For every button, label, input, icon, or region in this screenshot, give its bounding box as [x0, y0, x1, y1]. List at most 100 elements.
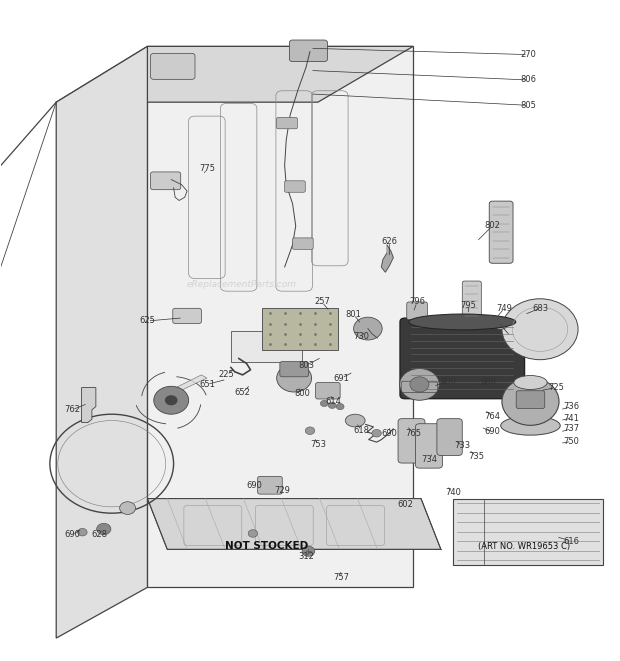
FancyBboxPatch shape	[437, 418, 463, 455]
Text: 270: 270	[520, 50, 536, 59]
Text: 775: 775	[199, 165, 215, 173]
Text: 683: 683	[532, 304, 548, 313]
Text: 735: 735	[469, 451, 485, 461]
Circle shape	[302, 546, 315, 557]
Text: 691: 691	[334, 373, 350, 383]
Ellipse shape	[501, 416, 560, 435]
Circle shape	[372, 430, 381, 437]
Circle shape	[248, 529, 258, 537]
Text: 796: 796	[409, 297, 425, 307]
Text: 616: 616	[564, 537, 580, 545]
Circle shape	[336, 403, 344, 410]
FancyBboxPatch shape	[280, 362, 308, 377]
Text: 757: 757	[334, 573, 350, 582]
FancyBboxPatch shape	[463, 281, 481, 320]
Circle shape	[154, 386, 188, 414]
Text: 741: 741	[564, 414, 580, 422]
Text: 618: 618	[353, 426, 370, 435]
Text: eReplacementParts.com: eReplacementParts.com	[187, 280, 297, 289]
Text: 736: 736	[564, 402, 580, 411]
Ellipse shape	[345, 414, 365, 427]
Circle shape	[120, 502, 136, 514]
Polygon shape	[148, 498, 441, 549]
Text: 625: 625	[140, 317, 156, 325]
Circle shape	[165, 395, 177, 405]
Text: 733: 733	[454, 442, 471, 450]
Polygon shape	[56, 46, 148, 638]
Text: 750: 750	[564, 437, 580, 446]
Text: 753: 753	[310, 440, 326, 449]
Circle shape	[277, 364, 312, 392]
Text: 652: 652	[234, 388, 250, 397]
Circle shape	[321, 401, 328, 407]
FancyBboxPatch shape	[400, 318, 525, 399]
Text: 690: 690	[381, 429, 397, 438]
Text: 312: 312	[298, 553, 314, 561]
Text: 690: 690	[64, 530, 80, 539]
Circle shape	[502, 299, 578, 360]
Text: 257: 257	[314, 297, 330, 307]
Text: 802: 802	[484, 221, 500, 230]
Text: 729: 729	[274, 486, 290, 495]
Text: 762: 762	[64, 405, 80, 414]
FancyBboxPatch shape	[415, 424, 443, 468]
Text: 800: 800	[294, 389, 310, 399]
Ellipse shape	[502, 377, 559, 425]
Text: 740: 740	[445, 488, 461, 496]
Polygon shape	[56, 46, 413, 102]
Circle shape	[353, 317, 382, 340]
Polygon shape	[381, 245, 393, 272]
FancyBboxPatch shape	[277, 118, 298, 129]
FancyBboxPatch shape	[151, 54, 195, 79]
Text: 628: 628	[92, 530, 108, 539]
Text: 730: 730	[353, 332, 370, 341]
Circle shape	[328, 402, 336, 408]
Text: 749: 749	[497, 304, 512, 313]
Bar	[262, 308, 338, 350]
Polygon shape	[453, 498, 603, 565]
FancyBboxPatch shape	[173, 308, 202, 323]
Text: 602: 602	[397, 500, 413, 510]
Circle shape	[78, 528, 87, 536]
Polygon shape	[148, 46, 413, 588]
Ellipse shape	[514, 375, 547, 389]
Text: 764: 764	[484, 412, 500, 420]
Ellipse shape	[492, 319, 508, 329]
FancyBboxPatch shape	[398, 418, 425, 463]
FancyBboxPatch shape	[151, 172, 180, 190]
Text: 803: 803	[298, 361, 314, 370]
FancyBboxPatch shape	[258, 477, 282, 494]
Circle shape	[97, 524, 111, 535]
FancyBboxPatch shape	[290, 40, 327, 61]
Circle shape	[410, 377, 429, 392]
Text: 650: 650	[441, 377, 457, 386]
Text: 651: 651	[199, 380, 215, 389]
Text: 806: 806	[520, 75, 536, 85]
Polygon shape	[163, 375, 207, 397]
Text: 690: 690	[484, 428, 500, 436]
Circle shape	[305, 427, 315, 434]
Text: 614: 614	[326, 397, 342, 406]
FancyBboxPatch shape	[407, 302, 427, 320]
Text: 737: 737	[564, 424, 580, 434]
Text: NOT STOCKED: NOT STOCKED	[225, 541, 308, 551]
Text: 225: 225	[219, 370, 234, 379]
Circle shape	[400, 369, 440, 401]
Text: 690: 690	[247, 481, 262, 490]
Polygon shape	[231, 330, 302, 362]
FancyBboxPatch shape	[489, 201, 513, 263]
FancyBboxPatch shape	[316, 383, 340, 399]
Text: 734: 734	[421, 455, 437, 465]
Text: 765: 765	[405, 429, 421, 438]
Polygon shape	[82, 387, 96, 422]
Text: 805: 805	[520, 101, 536, 110]
Text: 725: 725	[548, 383, 564, 392]
Text: 626: 626	[381, 237, 397, 246]
FancyBboxPatch shape	[516, 391, 545, 408]
Text: 795: 795	[461, 301, 477, 309]
Text: 686: 686	[480, 377, 497, 386]
Text: 801: 801	[346, 310, 361, 319]
Text: (ART NO. WR19653 C): (ART NO. WR19653 C)	[478, 541, 570, 551]
FancyBboxPatch shape	[293, 238, 313, 249]
Ellipse shape	[409, 314, 516, 330]
